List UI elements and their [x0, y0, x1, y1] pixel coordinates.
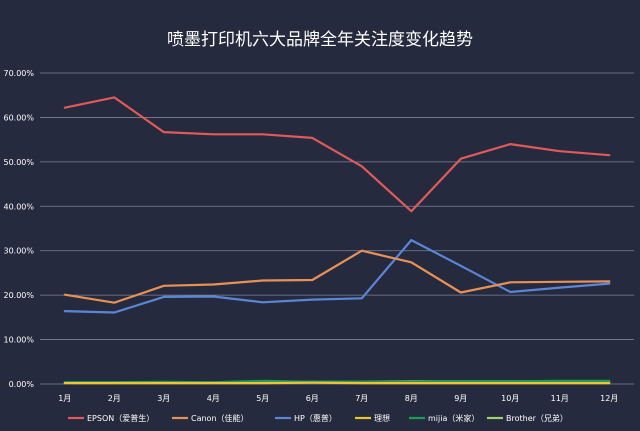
y-tick-label: 10.00% [3, 336, 34, 345]
y-tick-label: 40.00% [3, 202, 34, 211]
y-tick-label: 70.00% [3, 69, 34, 78]
x-tick-label: 11月 [551, 394, 569, 403]
legend-label: Brother（兄弟） [506, 413, 568, 423]
legend-item: EPSON（爱普生） [68, 413, 154, 423]
chart-title: 喷墨打印机六大品牌全年关注度变化趋势 [167, 30, 473, 50]
series-line [63, 249, 611, 304]
y-tick-label: 50.00% [3, 158, 34, 167]
legend-label: 理想 [374, 413, 390, 423]
y-tick-label: 0.00% [9, 380, 35, 389]
x-tick-label: 9月 [454, 394, 467, 403]
y-tick-label: 30.00% [3, 247, 34, 256]
legend-label: Canon（佳能） [191, 413, 249, 423]
x-tick-label: 6月 [306, 394, 319, 403]
x-tick-label: 2月 [108, 394, 121, 403]
x-tick-label: 7月 [355, 394, 368, 403]
x-tick-label: 12月 [600, 394, 618, 403]
x-axis-ticks: 1月 2月 3月 4月 5月 6月 7月 8月 9月 10月 11月 12月 [58, 394, 618, 403]
legend-label: HP（惠普） [294, 413, 337, 423]
series-lines [63, 96, 611, 385]
x-tick-label: 10月 [501, 394, 519, 403]
gridlines [40, 72, 634, 385]
legend-item: Brother（兄弟） [487, 413, 568, 423]
y-tick-label: 60.00% [3, 113, 34, 122]
series-line [63, 239, 611, 314]
x-tick-label: 4月 [207, 394, 220, 403]
x-tick-label: 3月 [157, 394, 170, 403]
series-line [63, 96, 611, 213]
x-tick-label: 1月 [58, 394, 71, 403]
x-tick-label: 5月 [256, 394, 269, 403]
legend-item: mijia（米家） [409, 413, 479, 423]
legend-label: EPSON（爱普生） [87, 413, 154, 423]
series-line [63, 379, 611, 384]
y-axis-ticks: 0.00% 10.00% 20.00% 30.00% 40.00% 50.00% 60.00… [3, 69, 34, 389]
legend-item: 理想 [355, 413, 390, 423]
x-tick-label: 8月 [405, 394, 418, 403]
legend: EPSON（爱普生） Canon（佳能） HP（惠普） 理想 mijia（米家） Brot… [68, 413, 568, 423]
legend-item: Canon（佳能） [172, 413, 249, 423]
legend-label: mijia（米家） [428, 413, 479, 423]
legend-item: HP（惠普） [275, 413, 337, 423]
y-tick-label: 20.00% [3, 291, 34, 300]
